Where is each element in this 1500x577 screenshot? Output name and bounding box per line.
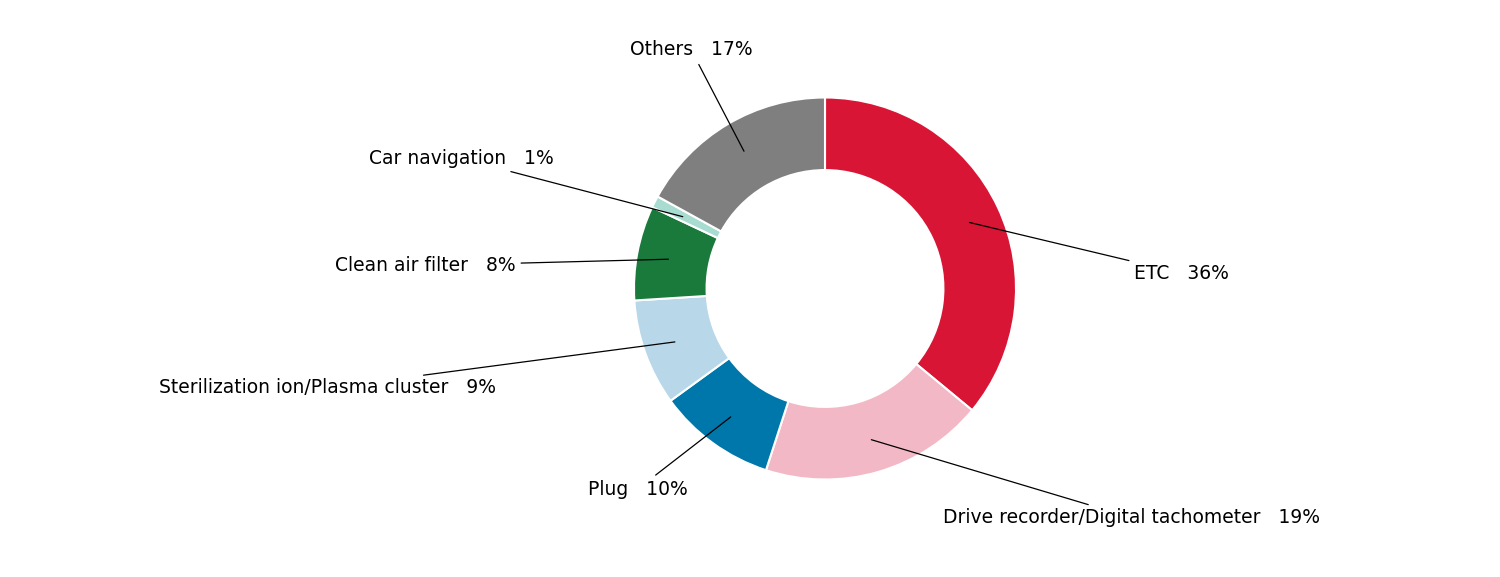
Text: Car navigation   1%: Car navigation 1% <box>369 149 682 217</box>
Wedge shape <box>766 364 972 479</box>
Wedge shape <box>634 207 718 301</box>
Text: ETC   36%: ETC 36% <box>969 223 1230 283</box>
Text: Clean air filter   8%: Clean air filter 8% <box>334 256 669 275</box>
Wedge shape <box>825 98 1016 410</box>
Wedge shape <box>634 296 729 401</box>
Text: Drive recorder/Digital tachometer   19%: Drive recorder/Digital tachometer 19% <box>871 440 1320 527</box>
Text: Plug   10%: Plug 10% <box>588 417 730 499</box>
Wedge shape <box>652 197 722 238</box>
Text: Others   17%: Others 17% <box>630 40 753 151</box>
Text: Sterilization ion/Plasma cluster   9%: Sterilization ion/Plasma cluster 9% <box>159 342 675 398</box>
Wedge shape <box>670 358 789 470</box>
Wedge shape <box>657 98 825 231</box>
